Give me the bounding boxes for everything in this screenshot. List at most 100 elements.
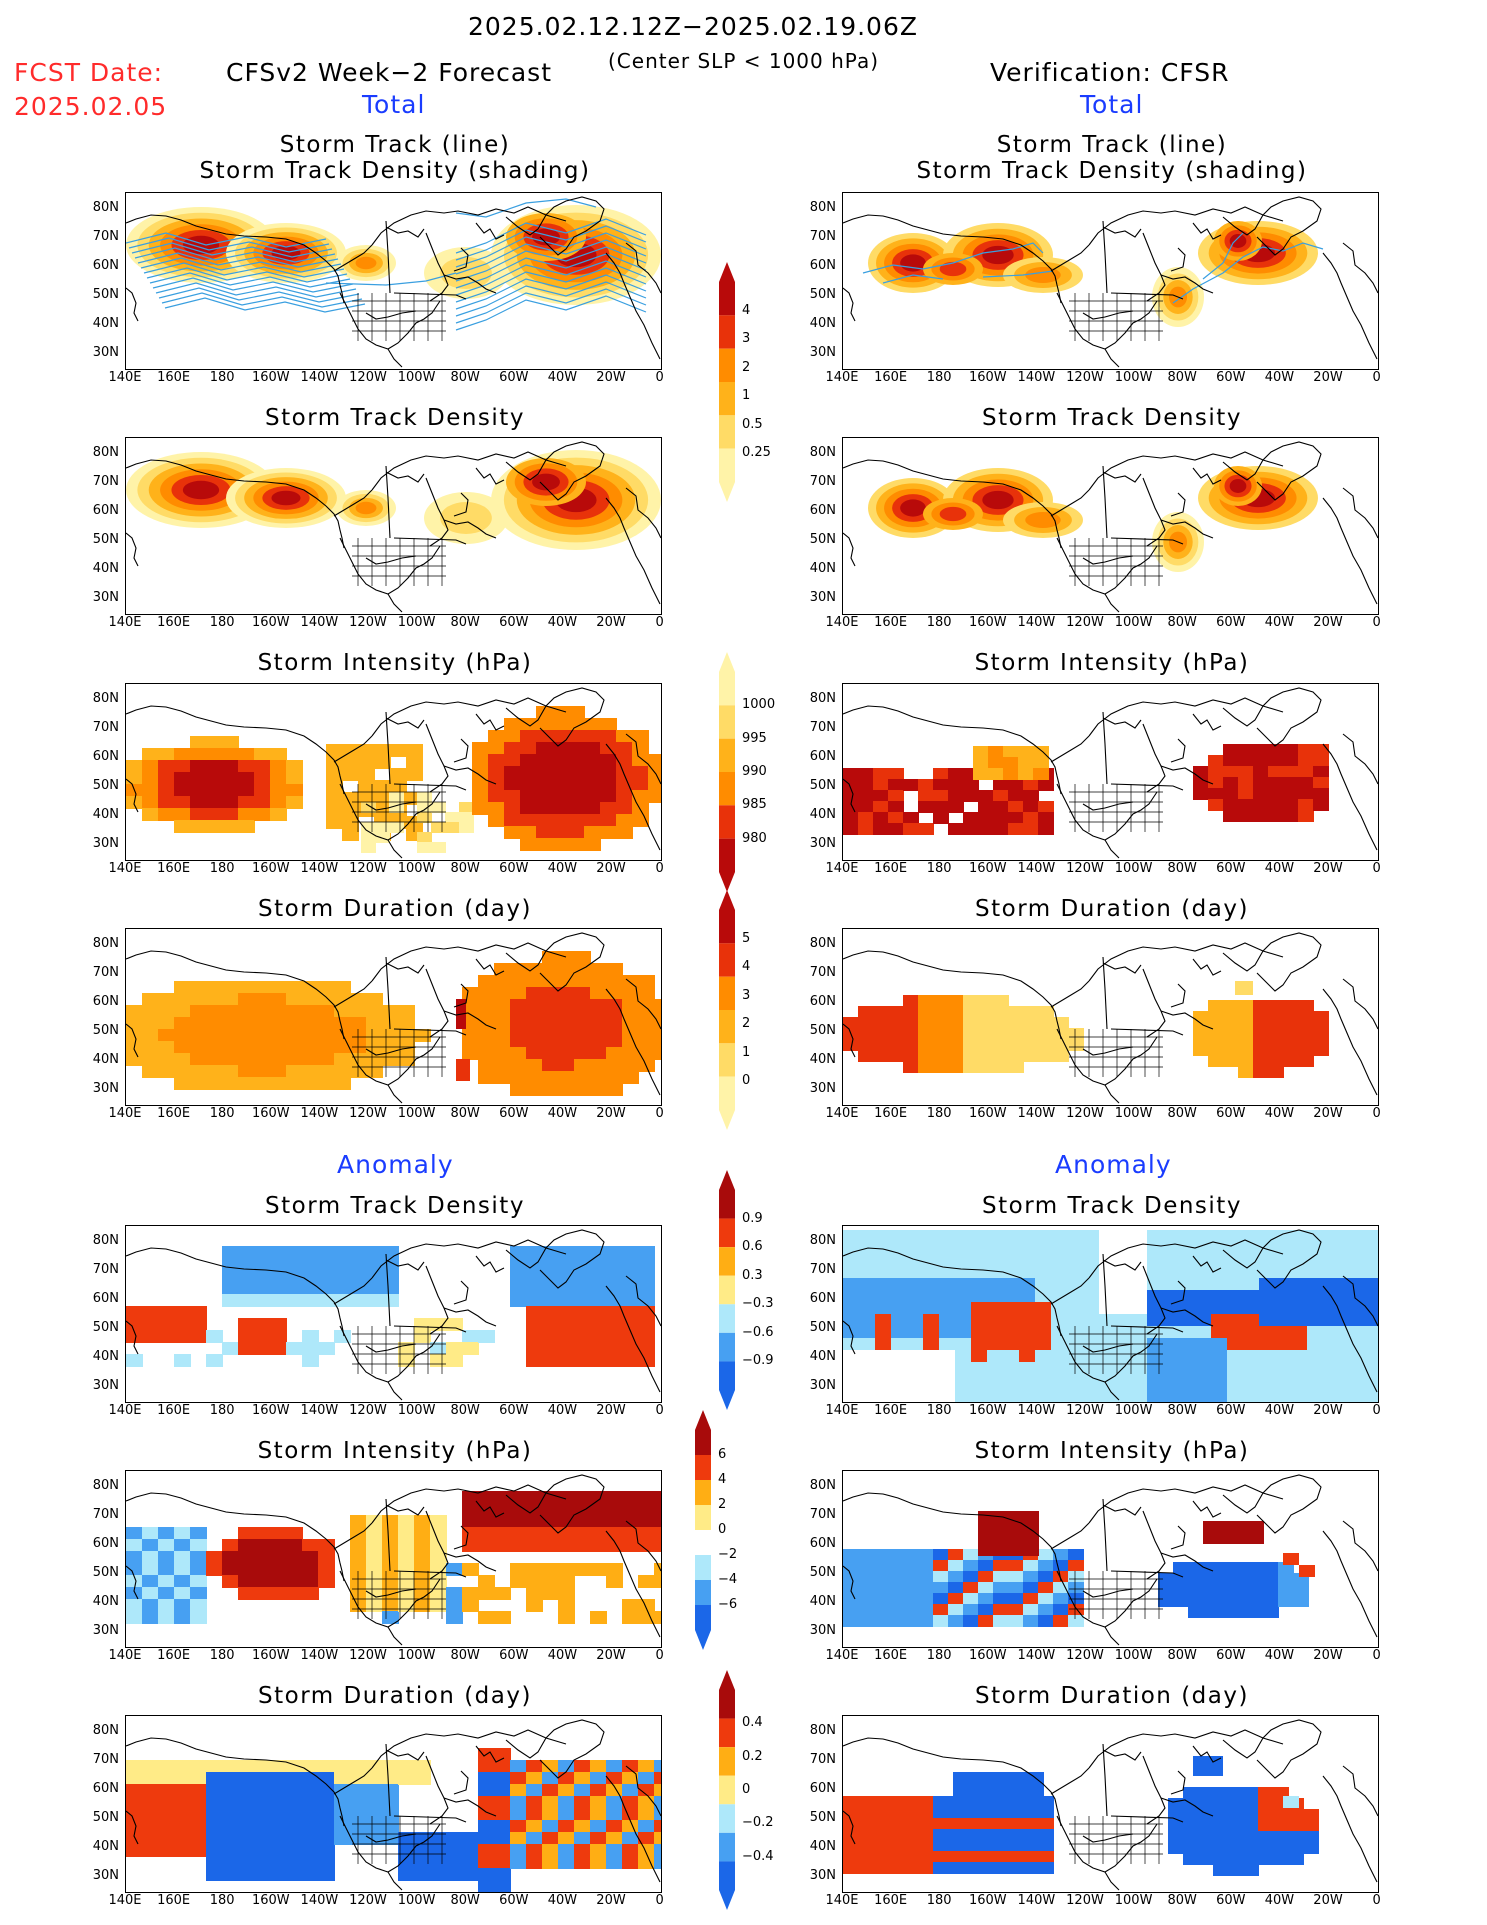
longitude-tick-label: 140E [108,861,142,876]
longitude-tick-label: 60W [499,370,529,385]
longitude-tick-label: 160E [874,1893,908,1908]
longitude-tick-label: 160E [874,1106,908,1121]
longitude-tick-label: 100W [1114,370,1153,385]
latitude-tick-label: 40N [92,1052,119,1067]
longitude-tick-label: 180 [926,1893,952,1908]
total-label-left: Total [362,90,426,119]
longitude-tick-label: 160E [157,1106,191,1121]
shaded-field [868,466,1318,572]
latitude-tick-label: 50N [92,287,119,302]
latitude-tick-label: 40N [809,316,836,331]
colorbar-tick-label: 0 [742,1073,751,1089]
longitude-tick-label: 80W [450,861,480,876]
latitude-tick-label: 60N [809,1781,836,1796]
latitude-tick-label: 40N [92,316,119,331]
latitude-tick-label: 70N [92,474,119,489]
colorbar-tick-label: 1 [742,388,751,404]
longitude-tick-label: 160W [251,615,290,630]
longitude-tick-label: 0 [655,861,664,876]
longitude-tick-label: 180 [926,615,952,630]
longitude-tick-label: 160W [968,1648,1007,1663]
longitude-tick-label: 140W [300,1403,339,1418]
latitude-tick-label: 30N [809,1623,836,1638]
colorbar-tick-label: 0 [742,1782,751,1797]
latitude-tick-label: 40N [809,1839,836,1854]
longitude-tick-label: 160W [251,370,290,385]
longitude-tick-label: 120W [1066,615,1104,630]
title-track-line-left: Storm Track (line) [279,132,511,158]
longitude-tick-label: 0 [1372,861,1381,876]
latitude-tick-label: 60N [809,258,836,273]
longitude-tick-label: 120W [349,1106,387,1121]
longitude-tick-label: 0 [1372,1648,1381,1663]
latitude-tick-label: 40N [809,1052,836,1067]
coastline-outline [126,687,661,859]
longitude-tick-label: 0 [655,370,664,385]
longitude-tick-label: 80W [450,1403,480,1418]
longitude-tick-label: 140W [1017,615,1056,630]
longitude-tick-label: 140E [108,370,142,385]
longitude-tick-label: 40W [547,370,578,385]
longitude-tick-label: 0 [655,615,664,630]
longitude-tick-label: 0 [1372,1403,1381,1418]
coastline-outline [843,687,1378,859]
latitude-tick-label: 70N [92,965,119,980]
shaded-field [126,1246,655,1367]
longitude-tick-label: 100W [397,1403,436,1418]
longitude-tick-label: 40W [1264,1893,1295,1908]
colorbar-tick-label: 1000 [742,697,776,713]
latitude-tick-label: 80N [92,691,119,706]
longitude-tick-label: 20W [596,1403,626,1418]
shaded-field [126,450,661,550]
longitude-tick-label: 180 [209,1106,235,1121]
colorbar-tick-label: 995 [742,730,767,746]
longitude-tick-label: 160E [157,370,191,385]
longitude-tick-label: 120W [349,1893,387,1908]
map-canvas [126,687,661,859]
longitude-tick-label: 100W [397,615,436,630]
title-duration-anom-right: Storm Duration (day) [975,1683,1249,1709]
longitude-tick-label: 140E [108,1106,142,1121]
longitude-tick-label: 180 [926,1403,952,1418]
longitude-tick-label: 160E [157,1403,191,1418]
latitude-tick-label: 60N [92,503,119,518]
longitude-tick-label: 140E [108,1648,142,1663]
longitude-tick-label: 160E [874,861,908,876]
latitude-tick-label: 40N [92,561,119,576]
state-boundaries [1069,1029,1163,1077]
longitude-tick-label: 20W [1313,1106,1343,1121]
latitude-tick-label: 40N [809,807,836,822]
longitude-tick-label: 60W [1216,1403,1246,1418]
latitude-tick-label: 80N [92,1478,119,1493]
state-boundaries [352,293,446,341]
coastline-outline [126,1474,661,1646]
longitude-tick-label: 120W [349,1403,387,1418]
colorbar-tick-label: 0.2 [742,1748,763,1764]
longitude-tick-label: 40W [547,861,578,876]
longitude-tick-label: 160W [968,1106,1007,1121]
longitude-tick-label: 60W [1216,1106,1246,1121]
fcst-date-label: FCST Date: [14,58,164,87]
latitude-tick-label: 30N [92,836,119,851]
longitude-tick-label: 160W [251,1403,290,1418]
colorbar-tick-label: 985 [742,797,767,813]
title-intensity-left: Storm Intensity (hPa) [257,650,533,676]
latitude-tick-label: 30N [92,1868,119,1883]
map-intensity-anomaly-verification [842,1470,1379,1648]
colorbar-tick-label: 990 [742,764,767,779]
colorbar-tick-label: 0.3 [742,1267,763,1283]
colorbar-tick-label: 2 [718,1497,727,1512]
colorbar-density-anomaly [719,1170,735,1410]
longitude-tick-label: 20W [1313,370,1343,385]
storm-track-lines [126,198,647,331]
longitude-tick-label: 80W [450,615,480,630]
colorbar-tick-label: 2 [742,1016,751,1032]
latitude-tick-label: 80N [809,1233,836,1248]
longitude-tick-label: 0 [655,1403,664,1418]
longitude-tick-label: 140E [825,1403,859,1418]
map-duration-total-verification [842,928,1379,1106]
latitude-tick-label: 50N [809,1023,836,1038]
map-intensity-anomaly-forecast [125,1470,662,1648]
longitude-tick-label: 40W [1264,370,1295,385]
longitude-tick-label: 180 [209,615,235,630]
